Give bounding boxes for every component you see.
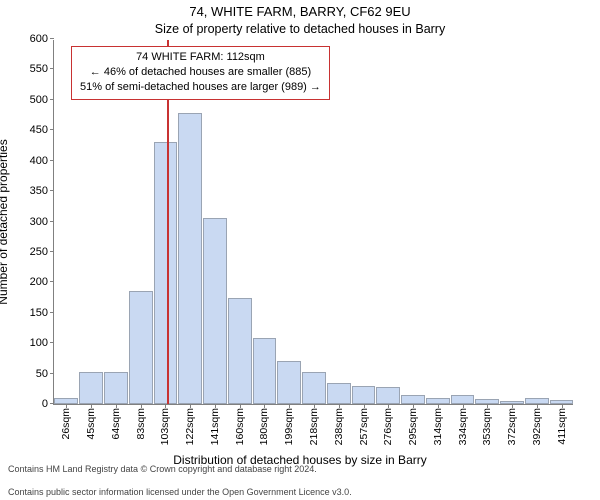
- histogram-bar: [129, 291, 153, 404]
- x-tick-label: 180sqm: [258, 408, 270, 445]
- y-tick-label: 0: [42, 398, 48, 410]
- histogram-chart: 74, WHITE FARM, BARRY, CF62 9EU Size of …: [0, 0, 600, 500]
- histogram-bar: [277, 361, 301, 404]
- x-tick-label: 199sqm: [283, 408, 295, 445]
- y-tick-label: 200: [30, 276, 48, 288]
- x-tick-label: 45sqm: [85, 408, 97, 440]
- y-tick-mark: [50, 129, 54, 130]
- histogram-bar: [401, 395, 425, 404]
- histogram-bar: [203, 218, 227, 404]
- x-tick-label: 160sqm: [234, 408, 246, 445]
- histogram-bar: [178, 113, 202, 404]
- histogram-bar: [154, 142, 178, 404]
- y-tick-mark: [50, 160, 54, 161]
- x-tick-label: 26sqm: [60, 408, 72, 440]
- y-tick-mark: [50, 281, 54, 282]
- y-tick-label: 150: [30, 307, 48, 319]
- y-tick-mark: [50, 68, 54, 69]
- y-tick-label: 600: [30, 33, 48, 45]
- x-tick-label: 276sqm: [382, 408, 394, 445]
- plot-area: 05010015020025030035040045050055060026sq…: [53, 40, 573, 405]
- y-tick-mark: [50, 38, 54, 39]
- histogram-bar: [104, 372, 128, 404]
- x-tick-label: 295sqm: [407, 408, 419, 445]
- x-tick-label: 103sqm: [159, 408, 171, 445]
- y-tick-label: 450: [30, 124, 48, 136]
- x-tick-label: 218sqm: [308, 408, 320, 445]
- histogram-bar: [79, 372, 103, 404]
- y-tick-mark: [50, 342, 54, 343]
- x-tick-label: 64sqm: [110, 408, 122, 440]
- y-tick-mark: [50, 403, 54, 404]
- histogram-bar: [253, 338, 277, 404]
- reference-annotation-box: 74 WHITE FARM: 112sqm ← 46% of detached …: [71, 46, 330, 100]
- y-tick-label: 250: [30, 246, 48, 258]
- x-tick-label: 392sqm: [531, 408, 543, 445]
- histogram-bar: [228, 298, 252, 404]
- annotation-line: ← 46% of detached houses are smaller (88…: [80, 65, 321, 80]
- histogram-bar: [302, 372, 326, 404]
- chart-title: 74, WHITE FARM, BARRY, CF62 9EU: [0, 4, 600, 19]
- y-tick-mark: [50, 251, 54, 252]
- attribution-text: Contains HM Land Registry data © Crown c…: [8, 453, 352, 498]
- x-tick-label: 314sqm: [432, 408, 444, 445]
- chart-subtitle: Size of property relative to detached ho…: [0, 22, 600, 36]
- y-tick-mark: [50, 221, 54, 222]
- y-tick-mark: [50, 373, 54, 374]
- x-tick-label: 372sqm: [506, 408, 518, 445]
- y-tick-label: 550: [30, 63, 48, 75]
- y-tick-label: 300: [30, 216, 48, 228]
- y-tick-mark: [50, 99, 54, 100]
- x-tick-label: 141sqm: [209, 408, 221, 445]
- histogram-bar: [327, 383, 351, 404]
- x-tick-label: 334sqm: [457, 408, 469, 445]
- x-tick-label: 83sqm: [135, 408, 147, 440]
- histogram-bar: [352, 386, 376, 404]
- y-tick-label: 400: [30, 155, 48, 167]
- y-tick-label: 50: [36, 368, 48, 380]
- x-tick-label: 238sqm: [333, 408, 345, 445]
- histogram-bar: [376, 387, 400, 404]
- y-tick-mark: [50, 190, 54, 191]
- x-tick-label: 353sqm: [481, 408, 493, 445]
- y-tick-label: 100: [30, 337, 48, 349]
- annotation-line: 51% of semi-detached houses are larger (…: [80, 80, 321, 95]
- y-tick-mark: [50, 312, 54, 313]
- histogram-bar: [451, 395, 475, 404]
- annotation-line: 74 WHITE FARM: 112sqm: [80, 50, 321, 65]
- x-tick-label: 257sqm: [358, 408, 370, 445]
- x-tick-label: 122sqm: [184, 408, 196, 445]
- x-tick-label: 411sqm: [556, 408, 568, 445]
- y-tick-label: 350: [30, 185, 48, 197]
- y-tick-label: 500: [30, 94, 48, 106]
- y-axis-label: Number of detached properties: [0, 139, 10, 304]
